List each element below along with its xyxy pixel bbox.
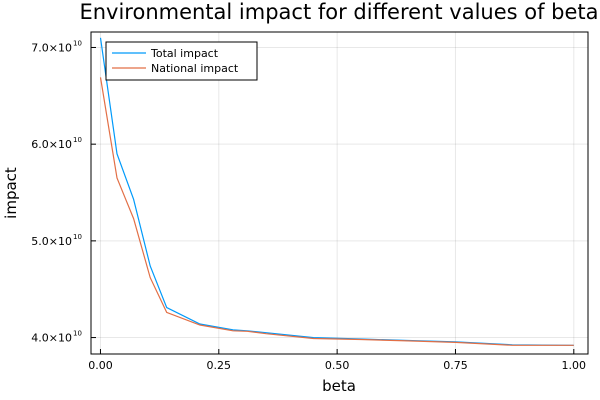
y-tick-label: 5.0×10 [31, 235, 72, 248]
y-tick-exponent: 10 [73, 39, 82, 47]
grid [91, 32, 588, 354]
legend-label-total: Total impact [150, 47, 219, 60]
x-axis-label: beta [322, 377, 356, 395]
x-tick-label: 0.50 [325, 359, 350, 372]
y-tick-exponent: 10 [73, 233, 82, 241]
y-axis: 4.0×10 105.0×10 106.0×10 107.0×10 10 [31, 39, 96, 345]
series-lines [99, 37, 574, 346]
x-axis: 0.00 0.25 0.50 0.75 1.00 [88, 349, 586, 372]
y-axis-label: impact [2, 167, 20, 219]
y-tick-exponent: 10 [73, 136, 82, 144]
y-tick-exponent: 10 [73, 330, 82, 338]
x-tick-label: 1.00 [562, 359, 587, 372]
x-tick-label: 0.00 [88, 359, 113, 372]
y-tick-label: 6.0×10 [31, 138, 72, 151]
series-line-national-impact [99, 77, 574, 346]
chart-title: Environmental impact for different value… [79, 0, 598, 24]
legend-box [105, 41, 258, 81]
plot-frame [90, 31, 589, 355]
legend-label-national: National impact [151, 62, 239, 75]
x-tick-label: 0.75 [443, 359, 468, 372]
legend: Total impact National impact [105, 41, 258, 81]
y-tick-label: 7.0×10 [31, 41, 72, 54]
x-tick-label: 0.25 [207, 359, 232, 372]
y-tick-label: 4.0×10 [31, 332, 72, 345]
